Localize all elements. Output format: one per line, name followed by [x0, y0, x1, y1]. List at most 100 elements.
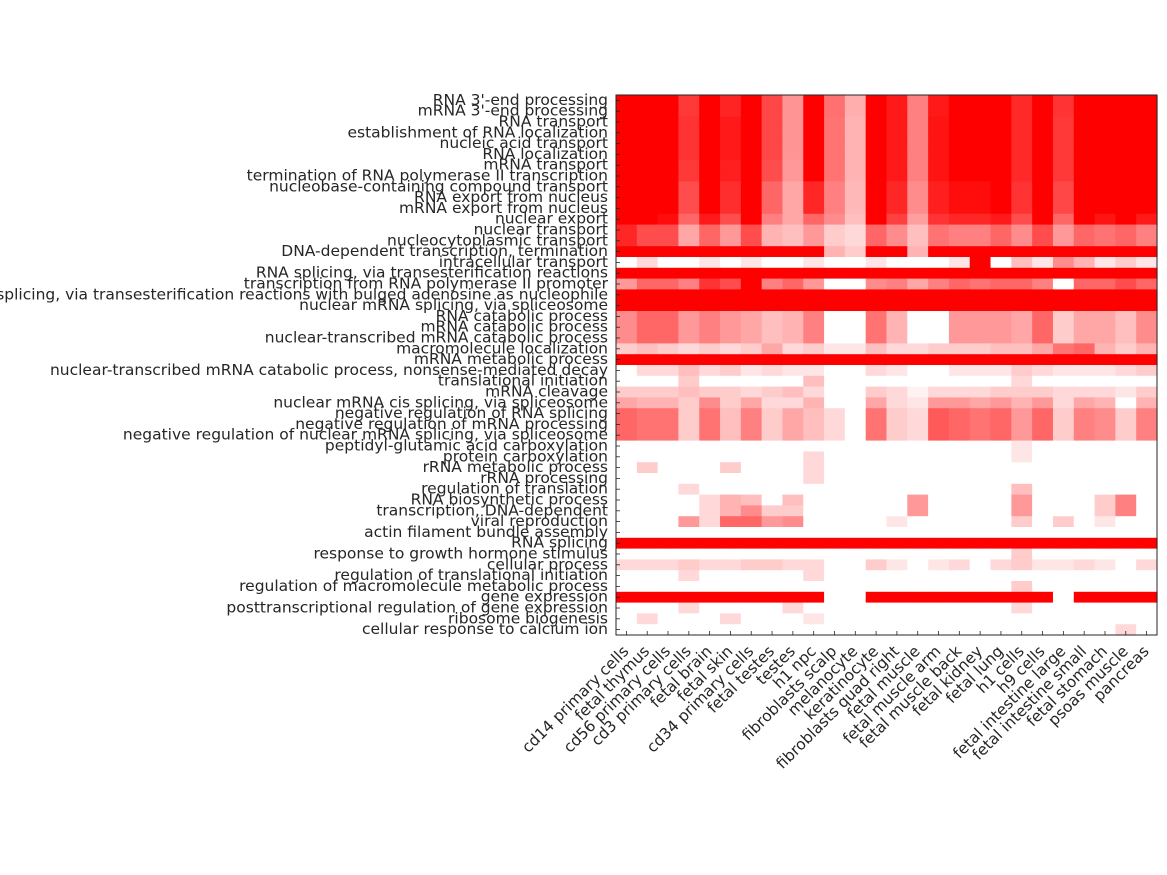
heatmap-cell [907, 149, 929, 161]
heatmap-cell [969, 548, 992, 560]
heatmap-cell [803, 149, 825, 161]
heatmap-cell [886, 332, 908, 344]
heatmap-cell [1073, 321, 1096, 334]
heatmap-cell [928, 548, 950, 560]
heatmap-cell [720, 624, 742, 636]
heatmap-cell [1052, 462, 1075, 474]
heatmap-cell [844, 386, 867, 398]
heatmap-cell [678, 159, 700, 172]
heatmap-cell [824, 548, 846, 560]
heatmap-cell [803, 213, 825, 226]
heatmap-cell [803, 224, 825, 236]
heatmap-cell [636, 278, 659, 290]
heatmap-cell [865, 95, 888, 107]
heatmap-cell [616, 95, 638, 107]
heatmap-cell [616, 505, 638, 517]
heatmap-cell [886, 354, 908, 366]
heatmap-cell [865, 527, 888, 539]
heatmap-cell [740, 246, 763, 258]
heatmap-cell [740, 192, 763, 204]
heatmap-cell [720, 213, 742, 226]
heatmap-cell [1136, 473, 1158, 485]
heatmap-cell [1136, 246, 1158, 258]
heatmap-cell [699, 192, 721, 204]
heatmap-cell [948, 321, 971, 334]
heatmap-cell [657, 602, 680, 614]
heatmap-cell [636, 483, 659, 496]
heatmap-cell [969, 213, 992, 226]
heatmap-cell [657, 127, 680, 139]
heatmap-cell [740, 332, 763, 344]
heatmap-cell [1032, 548, 1054, 560]
heatmap-cell [907, 278, 929, 290]
heatmap-cell [1136, 581, 1158, 593]
heatmap-cell [1136, 365, 1158, 377]
heatmap-cell [740, 354, 763, 366]
heatmap-cell [1032, 127, 1054, 139]
heatmap-cell [678, 537, 700, 550]
heatmap-cell [824, 203, 846, 215]
heatmap-cell [1115, 267, 1137, 280]
heatmap-cell [720, 116, 742, 128]
heatmap-cell [1094, 527, 1116, 539]
heatmap-cell [907, 267, 929, 280]
heatmap-cell [1073, 289, 1096, 301]
heatmap-cell [1032, 516, 1054, 528]
heatmap-cell [865, 278, 888, 290]
y-tick-label: mRNA 3'-end processing [418, 102, 608, 120]
heatmap-cell [720, 127, 742, 139]
heatmap-cell [1136, 105, 1158, 118]
heatmap-cell [782, 505, 804, 517]
heatmap-cell [616, 267, 638, 280]
heatmap-cell [969, 138, 992, 150]
heatmap-cell [1073, 397, 1096, 409]
heatmap-cell [969, 105, 992, 118]
heatmap-cell [907, 419, 929, 431]
y-tick-label: nuclear-transcribed mRNA catabolic proce… [265, 329, 608, 347]
heatmap-cell [636, 624, 659, 636]
heatmap-cell [1052, 105, 1075, 118]
heatmap-cell [699, 289, 721, 301]
heatmap-cell [803, 375, 825, 388]
heatmap-cell [1136, 494, 1158, 506]
heatmap-cell [990, 473, 1012, 485]
heatmap-cell [990, 278, 1012, 290]
heatmap-cell [969, 440, 992, 452]
heatmap-cell [1073, 95, 1096, 107]
heatmap-cell [948, 613, 971, 625]
heatmap-cell [948, 408, 971, 420]
heatmap-cell [1073, 602, 1096, 614]
heatmap-cell [948, 289, 971, 301]
heatmap-cell [657, 591, 680, 604]
heatmap-cell [990, 548, 1012, 560]
heatmap-cell [969, 300, 992, 312]
heatmap-cell [1115, 343, 1137, 355]
heatmap-cell [824, 483, 846, 496]
heatmap-cell [1136, 591, 1158, 604]
heatmap-cell [1052, 321, 1075, 334]
heatmap-cell [761, 591, 784, 604]
heatmap-cell [865, 289, 888, 301]
heatmap-cell [1052, 419, 1075, 431]
heatmap-cell [844, 375, 867, 388]
heatmap-cell [761, 138, 784, 150]
heatmap-cell [782, 591, 804, 604]
heatmap-cell [636, 203, 659, 215]
heatmap-cell [1011, 311, 1033, 323]
heatmap-cell [907, 354, 929, 366]
heatmap-cell [699, 311, 721, 323]
heatmap-cell [636, 397, 659, 409]
heatmap-cell [990, 159, 1012, 172]
heatmap-cell [907, 170, 929, 182]
heatmap-cell [969, 181, 992, 193]
heatmap-cell [1094, 419, 1116, 431]
heatmap-cell [1052, 591, 1075, 604]
heatmap-cell [990, 127, 1012, 139]
heatmap-cell [657, 203, 680, 215]
heatmap-cell [678, 570, 700, 582]
heatmap-cell [824, 473, 846, 485]
heatmap-cell [699, 332, 721, 344]
heatmap-cell [824, 419, 846, 431]
heatmap-cell [616, 224, 638, 236]
heatmap-cell [1115, 95, 1137, 107]
